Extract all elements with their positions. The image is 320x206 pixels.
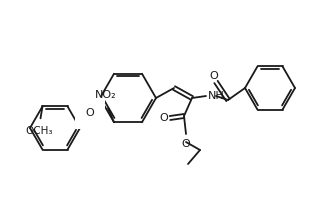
Text: OCH₃: OCH₃ — [26, 126, 53, 136]
Text: NO₂: NO₂ — [95, 90, 117, 100]
Text: O: O — [210, 71, 218, 81]
Text: O: O — [160, 113, 168, 123]
Text: O: O — [182, 139, 190, 149]
Text: O: O — [86, 108, 94, 118]
Text: NH: NH — [208, 91, 225, 101]
